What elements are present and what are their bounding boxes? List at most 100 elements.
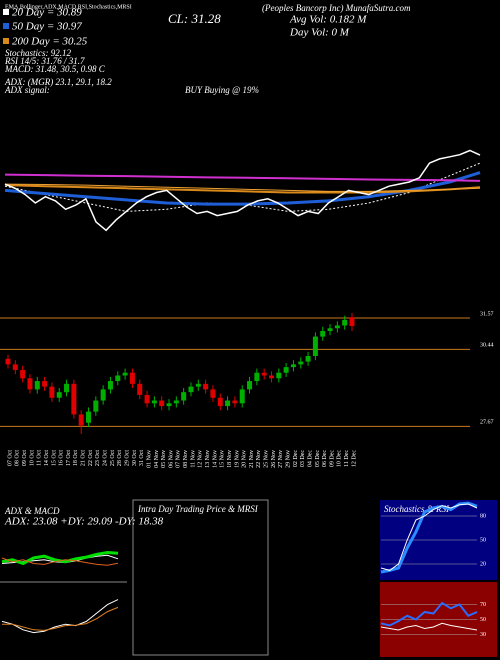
- series-line: [4, 184, 481, 194]
- y-tick-label: 80: [480, 513, 486, 519]
- x-tick-label: 21 Nov: [249, 450, 255, 468]
- candle-body: [100, 389, 106, 401]
- series-line: [2, 606, 119, 631]
- candle-body: [232, 400, 238, 404]
- candle-body: [64, 383, 70, 393]
- candle-body: [298, 361, 304, 365]
- candle-body: [5, 358, 11, 365]
- x-tick-label: 07 Nov: [176, 450, 182, 468]
- x-tick-label: 28 Oct: [117, 450, 123, 466]
- candle-body: [159, 400, 165, 407]
- x-tick-label: 22 Oct: [88, 450, 94, 466]
- candle-body: [93, 400, 99, 412]
- x-tick-label: 29 Oct: [124, 450, 130, 466]
- y-tick-label: 50: [480, 617, 486, 623]
- adx-text: ADX: (MGR) 23.1, 29.1, 18.2: [4, 77, 112, 87]
- candle-body: [327, 328, 333, 332]
- candle-body: [195, 383, 201, 387]
- series-line: [4, 173, 481, 182]
- candle-body: [42, 381, 48, 387]
- series-line: [380, 622, 478, 631]
- candle-body: [334, 325, 340, 329]
- y-tick-label: 27.67: [480, 420, 494, 426]
- x-tick-label: 25 Nov: [264, 450, 270, 468]
- candle-body: [283, 367, 289, 373]
- candle-body: [56, 392, 62, 398]
- x-tick-label: 25 Oct: [110, 450, 116, 466]
- candle-body: [276, 372, 282, 379]
- legend-swatch: [3, 23, 9, 29]
- candle-body: [107, 381, 113, 390]
- intraday-panel: [132, 499, 269, 656]
- candle-body: [210, 389, 216, 398]
- legend-swatch: [3, 9, 9, 15]
- series-line: [380, 503, 478, 571]
- avg-vol: Avg Vol: 0.182 M: [289, 14, 367, 26]
- candle-body: [20, 369, 26, 379]
- x-tick-label: 30 Oct: [132, 450, 138, 466]
- candle-body: [239, 389, 245, 404]
- ma20-text: 20 Day = 30.89: [12, 7, 82, 19]
- candle-body: [86, 411, 92, 423]
- signal: BUY Buying @ 19%: [185, 85, 259, 95]
- candle-body: [122, 372, 128, 376]
- x-tick-label: 31 Oct: [139, 450, 145, 466]
- panel-title: Stochastics & RSI: [384, 504, 450, 514]
- y-tick-label: 20: [480, 561, 486, 567]
- candle-body: [78, 414, 84, 426]
- candle-body: [137, 383, 143, 395]
- x-tick-label: 11 Nov: [190, 450, 196, 468]
- candle-body: [225, 400, 231, 407]
- indicators: EMA,Bollinger,ADX,MACD,RSI,Stochastics,M…: [5, 4, 132, 10]
- y-tick-label: 70: [480, 602, 486, 608]
- x-tick-label: 06 Nov: [168, 450, 174, 468]
- y-tick-label: 31.57: [480, 311, 494, 317]
- panel-subtitle: ADX: 23.08 +DY: 29.09 -DY: 18.38: [4, 516, 164, 528]
- x-tick-label: 07 Oct: [7, 450, 13, 466]
- x-tick-label: 09 Dec: [329, 450, 335, 467]
- x-tick-label: 08 Oct: [15, 450, 21, 466]
- stochastics-text: Stochastics: 92.12: [5, 48, 71, 58]
- x-tick-label: 16 Oct: [59, 450, 65, 466]
- x-tick-label: 11 Dec: [344, 450, 350, 467]
- candle-body: [49, 386, 55, 398]
- x-tick-label: 03 Dec: [300, 450, 306, 467]
- x-tick-label: 19 Nov: [234, 450, 240, 468]
- candle-body: [342, 319, 348, 326]
- x-tick-label: 04 Dec: [307, 450, 313, 467]
- series-line: [380, 601, 478, 627]
- candle-body: [268, 375, 274, 379]
- macd-text: MACD: 31.48, 30.5, 0.98 C: [4, 64, 106, 74]
- x-tick-label: 06 Dec: [322, 450, 328, 467]
- x-tick-label: 17 Oct: [66, 450, 72, 466]
- close-text: CL: 31.28: [168, 11, 221, 26]
- x-tick-label: 24 Oct: [103, 450, 109, 466]
- x-tick-label: 13 Nov: [205, 450, 211, 468]
- candle-body: [129, 372, 135, 384]
- x-tick-label: 14 Nov: [212, 450, 218, 468]
- x-tick-label: 29 Nov: [286, 450, 292, 468]
- series-line: [4, 183, 481, 192]
- candle-body: [254, 372, 260, 382]
- intraday-title: Intra Day Trading Price & MRSI: [137, 504, 259, 514]
- x-tick-label: 09 Oct: [22, 450, 28, 466]
- x-tick-label: 14 Oct: [44, 450, 50, 466]
- x-tick-label: 11 Oct: [37, 450, 43, 466]
- candle-body: [34, 381, 40, 390]
- candle-body: [144, 394, 150, 404]
- x-tick-label: 12 Nov: [198, 450, 204, 468]
- candle-body: [151, 400, 157, 404]
- adx-signal: ADX signal:: [4, 85, 50, 95]
- x-tick-label: 27 Nov: [278, 450, 284, 468]
- y-tick-label: 50: [480, 537, 486, 543]
- legend-swatch: [3, 38, 9, 44]
- candle-body: [166, 403, 172, 407]
- series-line: [1, 557, 119, 566]
- candle-body: [217, 397, 223, 407]
- series-line: [380, 501, 478, 574]
- x-tick-label: 08 Nov: [183, 450, 189, 468]
- x-tick-label: 18 Oct: [73, 450, 79, 466]
- rsi-text: RSI 14/5: 31.76 / 31.7: [4, 56, 85, 66]
